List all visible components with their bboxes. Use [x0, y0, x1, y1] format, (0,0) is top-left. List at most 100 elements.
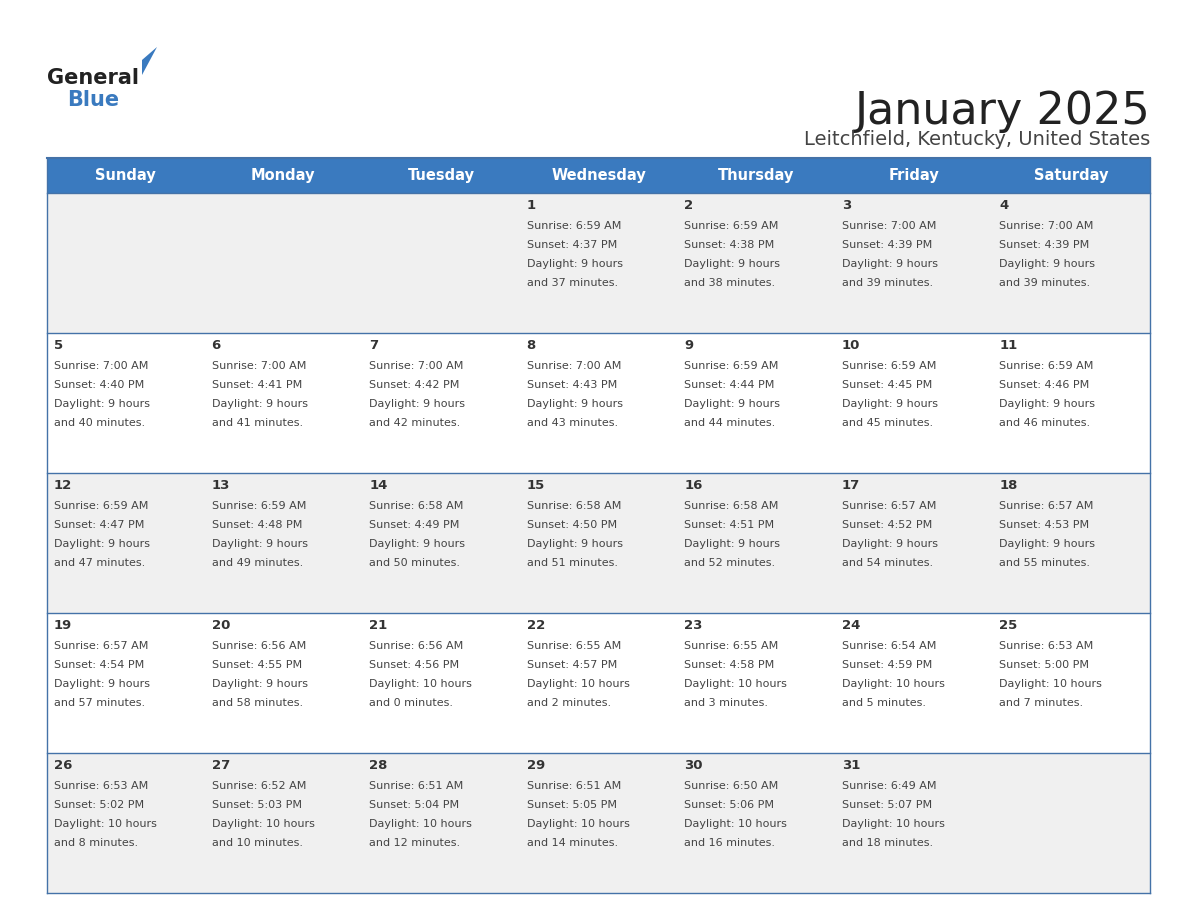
Bar — [992, 333, 1150, 473]
Text: and 45 minutes.: and 45 minutes. — [842, 418, 933, 428]
Text: Sunrise: 6:53 AM: Sunrise: 6:53 AM — [53, 781, 148, 791]
Text: and 55 minutes.: and 55 minutes. — [999, 558, 1091, 568]
Bar — [204, 473, 362, 613]
Text: Thursday: Thursday — [718, 168, 795, 183]
Text: 13: 13 — [211, 479, 230, 492]
Bar — [48, 613, 204, 753]
Text: Sunset: 5:03 PM: Sunset: 5:03 PM — [211, 800, 302, 810]
Text: Sunrise: 6:56 AM: Sunrise: 6:56 AM — [369, 641, 463, 651]
Text: Sunrise: 7:00 AM: Sunrise: 7:00 AM — [211, 361, 307, 371]
Text: 22: 22 — [526, 619, 545, 632]
Text: Sunset: 4:44 PM: Sunset: 4:44 PM — [684, 380, 775, 390]
Polygon shape — [143, 47, 157, 75]
Bar — [204, 333, 362, 473]
Bar — [992, 193, 1150, 333]
Text: Sunset: 4:54 PM: Sunset: 4:54 PM — [53, 660, 144, 670]
Text: Sunset: 4:45 PM: Sunset: 4:45 PM — [842, 380, 933, 390]
Text: Sunset: 4:49 PM: Sunset: 4:49 PM — [369, 520, 460, 530]
Text: and 5 minutes.: and 5 minutes. — [842, 698, 925, 708]
Text: Sunrise: 6:59 AM: Sunrise: 6:59 AM — [684, 221, 778, 231]
Text: Sunrise: 6:59 AM: Sunrise: 6:59 AM — [211, 501, 307, 511]
Text: Daylight: 10 hours: Daylight: 10 hours — [684, 819, 788, 829]
Text: 20: 20 — [211, 619, 230, 632]
Text: Sunrise: 6:58 AM: Sunrise: 6:58 AM — [684, 501, 778, 511]
Text: Sunrise: 6:58 AM: Sunrise: 6:58 AM — [526, 501, 621, 511]
Text: and 43 minutes.: and 43 minutes. — [526, 418, 618, 428]
Text: 15: 15 — [526, 479, 545, 492]
Text: Sunset: 4:55 PM: Sunset: 4:55 PM — [211, 660, 302, 670]
Text: 28: 28 — [369, 759, 387, 772]
Text: 31: 31 — [842, 759, 860, 772]
Bar — [992, 753, 1150, 893]
Text: Daylight: 9 hours: Daylight: 9 hours — [999, 259, 1095, 269]
Text: Sunset: 4:37 PM: Sunset: 4:37 PM — [526, 240, 617, 250]
Text: Sunset: 5:07 PM: Sunset: 5:07 PM — [842, 800, 931, 810]
Text: and 12 minutes.: and 12 minutes. — [369, 838, 460, 848]
Text: 27: 27 — [211, 759, 229, 772]
Bar — [835, 613, 992, 753]
Text: Daylight: 9 hours: Daylight: 9 hours — [369, 399, 466, 409]
Text: Sunset: 5:06 PM: Sunset: 5:06 PM — [684, 800, 775, 810]
Text: 19: 19 — [53, 619, 72, 632]
Bar — [48, 193, 204, 333]
Text: Sunset: 4:46 PM: Sunset: 4:46 PM — [999, 380, 1089, 390]
Text: 4: 4 — [999, 199, 1009, 212]
Text: Sunset: 4:41 PM: Sunset: 4:41 PM — [211, 380, 302, 390]
Text: and 47 minutes.: and 47 minutes. — [53, 558, 145, 568]
Text: and 38 minutes.: and 38 minutes. — [684, 278, 776, 288]
Text: Daylight: 9 hours: Daylight: 9 hours — [369, 539, 466, 549]
Text: Sunrise: 7:00 AM: Sunrise: 7:00 AM — [842, 221, 936, 231]
Text: Daylight: 9 hours: Daylight: 9 hours — [684, 259, 781, 269]
Text: Daylight: 9 hours: Daylight: 9 hours — [842, 259, 937, 269]
Text: Sunrise: 6:59 AM: Sunrise: 6:59 AM — [842, 361, 936, 371]
Text: Daylight: 9 hours: Daylight: 9 hours — [526, 399, 623, 409]
Text: and 41 minutes.: and 41 minutes. — [211, 418, 303, 428]
Bar — [519, 333, 677, 473]
Text: Sunset: 4:43 PM: Sunset: 4:43 PM — [526, 380, 617, 390]
Text: and 49 minutes.: and 49 minutes. — [211, 558, 303, 568]
Text: Daylight: 9 hours: Daylight: 9 hours — [842, 399, 937, 409]
Text: Sunset: 5:04 PM: Sunset: 5:04 PM — [369, 800, 460, 810]
Text: Daylight: 9 hours: Daylight: 9 hours — [999, 539, 1095, 549]
Bar — [677, 613, 835, 753]
Text: January 2025: January 2025 — [854, 90, 1150, 133]
Bar — [204, 193, 362, 333]
Text: and 8 minutes.: and 8 minutes. — [53, 838, 138, 848]
Text: Sunrise: 6:49 AM: Sunrise: 6:49 AM — [842, 781, 936, 791]
Text: and 7 minutes.: and 7 minutes. — [999, 698, 1083, 708]
Bar — [362, 333, 519, 473]
Text: 9: 9 — [684, 339, 694, 352]
Text: 10: 10 — [842, 339, 860, 352]
Text: Sunrise: 6:52 AM: Sunrise: 6:52 AM — [211, 781, 307, 791]
Text: Daylight: 10 hours: Daylight: 10 hours — [842, 679, 944, 689]
Text: 8: 8 — [526, 339, 536, 352]
Text: Sunset: 4:57 PM: Sunset: 4:57 PM — [526, 660, 617, 670]
Text: 17: 17 — [842, 479, 860, 492]
Text: and 44 minutes.: and 44 minutes. — [684, 418, 776, 428]
Text: Sunset: 5:00 PM: Sunset: 5:00 PM — [999, 660, 1089, 670]
Text: Sunrise: 6:57 AM: Sunrise: 6:57 AM — [999, 501, 1094, 511]
Text: Daylight: 10 hours: Daylight: 10 hours — [842, 819, 944, 829]
Text: Tuesday: Tuesday — [407, 168, 474, 183]
Text: Daylight: 10 hours: Daylight: 10 hours — [526, 819, 630, 829]
Text: Sunset: 4:38 PM: Sunset: 4:38 PM — [684, 240, 775, 250]
Text: Sunrise: 6:59 AM: Sunrise: 6:59 AM — [999, 361, 1094, 371]
Text: and 39 minutes.: and 39 minutes. — [999, 278, 1091, 288]
Text: 25: 25 — [999, 619, 1018, 632]
Text: Sunrise: 6:59 AM: Sunrise: 6:59 AM — [53, 501, 148, 511]
Text: Daylight: 9 hours: Daylight: 9 hours — [526, 259, 623, 269]
Text: Sunrise: 7:00 AM: Sunrise: 7:00 AM — [369, 361, 463, 371]
Text: 16: 16 — [684, 479, 702, 492]
Bar — [48, 333, 204, 473]
Text: Daylight: 10 hours: Daylight: 10 hours — [53, 819, 157, 829]
Text: Friday: Friday — [889, 168, 939, 183]
Bar — [362, 613, 519, 753]
Text: 1: 1 — [526, 199, 536, 212]
Bar — [835, 193, 992, 333]
Text: Sunset: 4:39 PM: Sunset: 4:39 PM — [999, 240, 1089, 250]
Text: 14: 14 — [369, 479, 387, 492]
Bar — [677, 753, 835, 893]
Text: 21: 21 — [369, 619, 387, 632]
Text: Daylight: 10 hours: Daylight: 10 hours — [211, 819, 315, 829]
Text: 26: 26 — [53, 759, 72, 772]
